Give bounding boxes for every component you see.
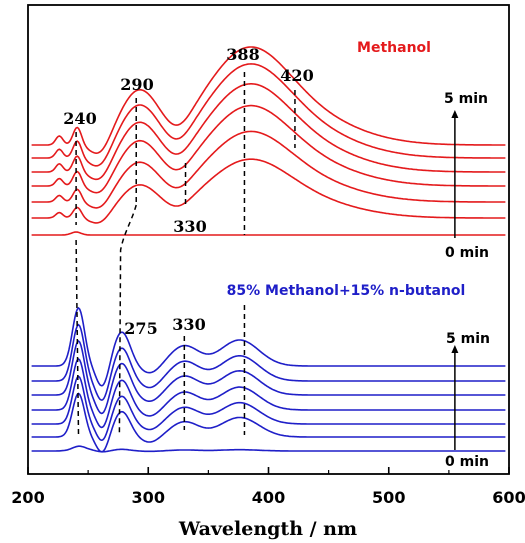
methanol-spectrum: [31, 104, 506, 194]
x-tick-label: 200: [11, 488, 44, 507]
mixture-spectrum: [31, 392, 506, 453]
panel-label-methanol: Methanol: [357, 40, 431, 56]
methanol-spectrum: [31, 231, 506, 236]
time-arrow-top-head: [451, 110, 459, 118]
methanol-spectrum: [31, 83, 506, 181]
time-label-top-start: 0 min: [445, 245, 489, 261]
peak-label-330-bottom: 330: [172, 315, 205, 334]
methanol-spectrum: [31, 130, 506, 209]
time-arrow-bottom-head: [451, 345, 459, 353]
time-label-top-end: 5 min: [444, 91, 488, 107]
peak-label-330-top: 330: [173, 217, 206, 236]
x-tick-label: 500: [372, 488, 405, 507]
time-label-bottom-end: 5 min: [446, 331, 490, 347]
panel-label-mixture: 85% Methanol+15% n-butanol: [227, 283, 466, 299]
peak-label-240: 240: [63, 109, 96, 128]
x-tick-label: 400: [252, 488, 285, 507]
plot-frame: [27, 4, 510, 475]
x-axis-title: Wavelength / nm: [178, 518, 357, 540]
x-axis: 200 300 400 500 600: [11, 467, 525, 507]
peak-guide-lines: [75, 72, 296, 436]
mixture-spectrum: [31, 375, 506, 442]
guide-240-link: [75, 239, 80, 436]
methanol-curves: [31, 46, 506, 236]
peak-label-388: 388: [226, 45, 259, 64]
x-tick-label: 600: [492, 488, 525, 507]
mixture-spectrum: [31, 357, 506, 429]
mixture-spectrum: [31, 323, 506, 401]
time-label-bottom-start: 0 min: [445, 454, 489, 470]
methanol-spectrum: [31, 158, 506, 224]
methanol-spectrum: [31, 63, 506, 167]
mixture-curves: [31, 306, 506, 453]
mixture-spectrum: [31, 445, 506, 453]
methanol-spectrum: [31, 46, 506, 155]
mixture-spectrum: [31, 306, 506, 387]
peak-label-290: 290: [120, 75, 153, 94]
guide-290-to-275: [118, 204, 137, 436]
mixture-spectrum: [31, 340, 506, 415]
x-tick-label: 300: [132, 488, 165, 507]
peak-label-275: 275: [124, 319, 157, 338]
annotations: Methanol 85% Methanol+15% n-butanol 240 …: [63, 40, 490, 470]
peak-label-420: 420: [280, 66, 313, 85]
plot-border: [27, 4, 510, 475]
time-arrows: [451, 110, 459, 450]
